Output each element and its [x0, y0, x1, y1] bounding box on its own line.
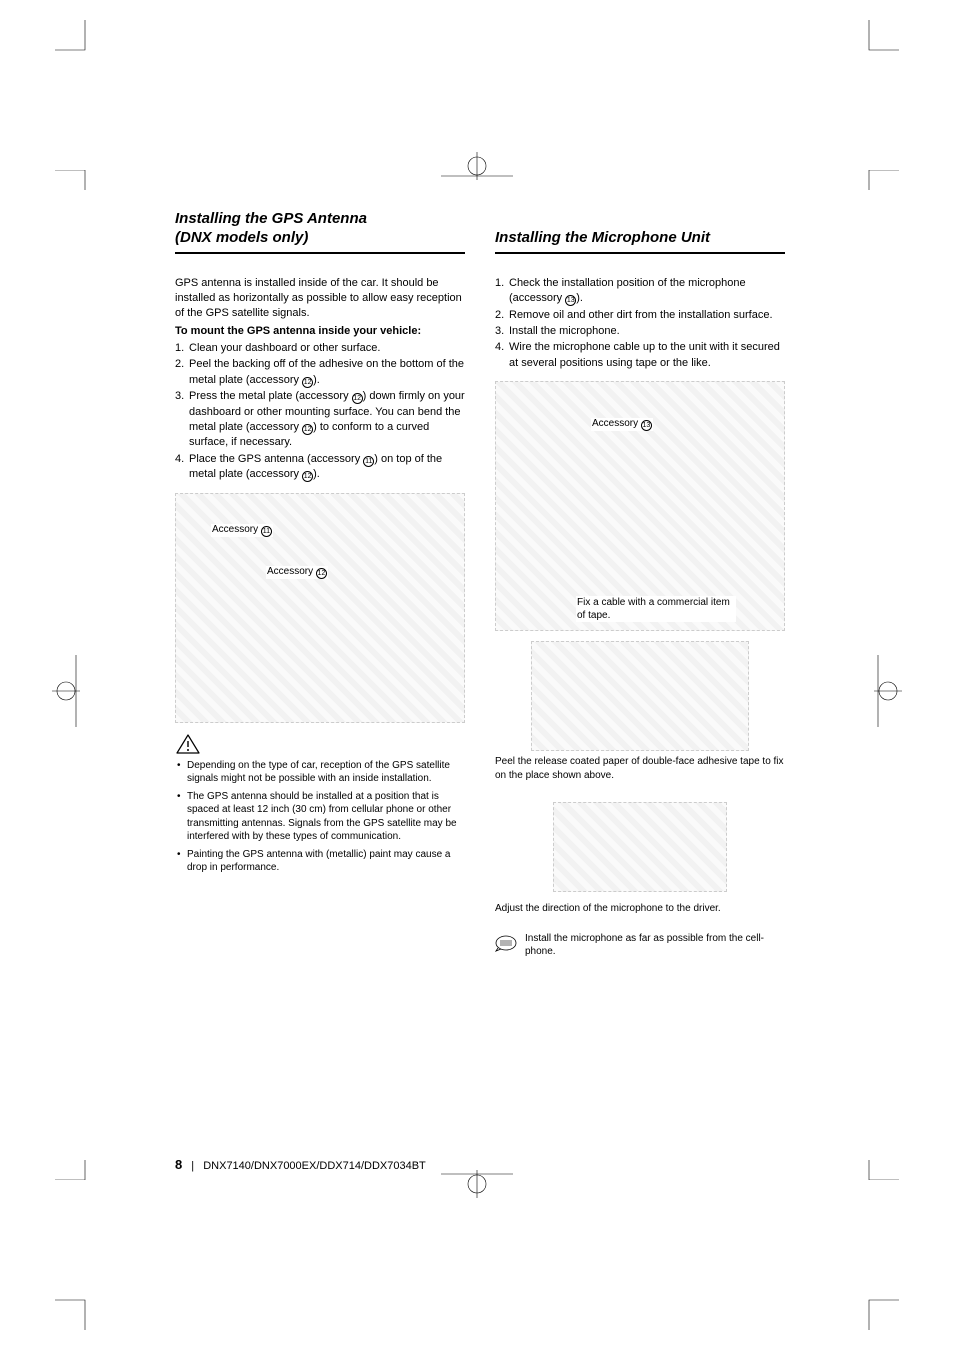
figure-caption: Peel the release coated paper of double-…	[495, 755, 785, 782]
page-footer: 8 | DNX7140/DNX7000EX/DDX714/DDX7034BT	[175, 1157, 426, 1172]
footer-separator: |	[191, 1160, 194, 1172]
step-item: Wire the microphone cable up to the unit…	[495, 340, 785, 371]
intro-paragraph: GPS antenna is installed inside of the c…	[175, 276, 465, 322]
section-heading-gps: Installing the GPS Antenna (DNX models o…	[175, 210, 465, 254]
accessory-number-icon: 13	[565, 295, 576, 306]
mic-direction-figure: Adjust the direction of the microphone t…	[495, 802, 785, 916]
step-item: Remove oil and other dirt from the insta…	[495, 308, 785, 323]
note-icon	[495, 934, 517, 957]
registration-mark	[874, 655, 914, 727]
step-item: Install the microphone.	[495, 324, 785, 339]
step-item: Peel the backing off of the adhesive on …	[175, 357, 465, 388]
crop-mark	[55, 1290, 95, 1330]
crop-mark	[859, 1160, 899, 1180]
heading-line: Installing the GPS Antenna	[175, 210, 367, 227]
figure-caption: Fix a cable with a commercial item of ta…	[576, 596, 736, 622]
crop-mark	[859, 170, 899, 190]
mic-install-figure: Accessory 13 Fix a cable with a commerci…	[495, 381, 785, 631]
note-row: Install the microphone as far as possibl…	[495, 932, 785, 959]
caution-item: The GPS antenna should be installed at a…	[175, 790, 465, 844]
page-number: 8	[175, 1157, 182, 1172]
caution-list: Depending on the type of car, reception …	[175, 759, 465, 875]
caution-item: Depending on the type of car, reception …	[175, 759, 465, 786]
section-heading-mic: Installing the Microphone Unit	[495, 229, 785, 254]
mic-tape-figure: Peel the release coated paper of double-…	[495, 641, 785, 782]
mic-steps-list: Check the installation position of the m…	[495, 276, 785, 371]
gps-antenna-figure: Accessory 11 Accessory 12	[175, 493, 465, 723]
accessory-number-icon: 12	[302, 424, 313, 435]
step-item: Clean your dashboard or other surface.	[175, 341, 465, 356]
accessory-number-icon: 12	[316, 568, 327, 579]
accessory-number-icon: 13	[641, 420, 652, 431]
figure-label: Accessory 11	[211, 524, 273, 537]
crop-mark	[55, 1160, 95, 1180]
caution-icon	[175, 733, 465, 755]
registration-mark	[441, 140, 513, 180]
figure-label: Accessory 13	[591, 418, 653, 431]
registration-mark	[441, 1170, 513, 1210]
accessory-number-icon: 11	[261, 526, 272, 537]
figure-label: Accessory 12	[266, 566, 328, 579]
accessory-number-icon: 12	[302, 377, 313, 388]
registration-mark	[40, 655, 80, 727]
crop-mark	[859, 1290, 899, 1330]
gps-steps-list: Clean your dashboard or other surface. P…	[175, 341, 465, 483]
crop-mark	[55, 20, 95, 60]
crop-mark	[55, 170, 95, 190]
caution-item: Painting the GPS antenna with (metallic)…	[175, 848, 465, 875]
heading-line: (DNX models only)	[175, 229, 308, 246]
accessory-number-icon: 12	[352, 393, 363, 404]
sub-heading: To mount the GPS antenna inside your veh…	[175, 324, 465, 339]
step-item: Check the installation position of the m…	[495, 276, 785, 307]
right-column: Installing the Microphone Unit Check the…	[495, 210, 785, 959]
model-list: DNX7140/DNX7000EX/DDX714/DDX7034BT	[203, 1160, 426, 1172]
page-content: Installing the GPS Antenna (DNX models o…	[175, 210, 785, 959]
left-column: Installing the GPS Antenna (DNX models o…	[175, 210, 465, 959]
note-text: Install the microphone as far as possibl…	[525, 932, 785, 959]
figure-caption: Adjust the direction of the microphone t…	[495, 902, 785, 916]
accessory-number-icon: 11	[363, 456, 374, 467]
accessory-number-icon: 12	[302, 471, 313, 482]
step-item: Press the metal plate (accessory 12) dow…	[175, 389, 465, 451]
crop-mark	[859, 20, 899, 60]
step-item: Place the GPS antenna (accessory 11) on …	[175, 452, 465, 483]
